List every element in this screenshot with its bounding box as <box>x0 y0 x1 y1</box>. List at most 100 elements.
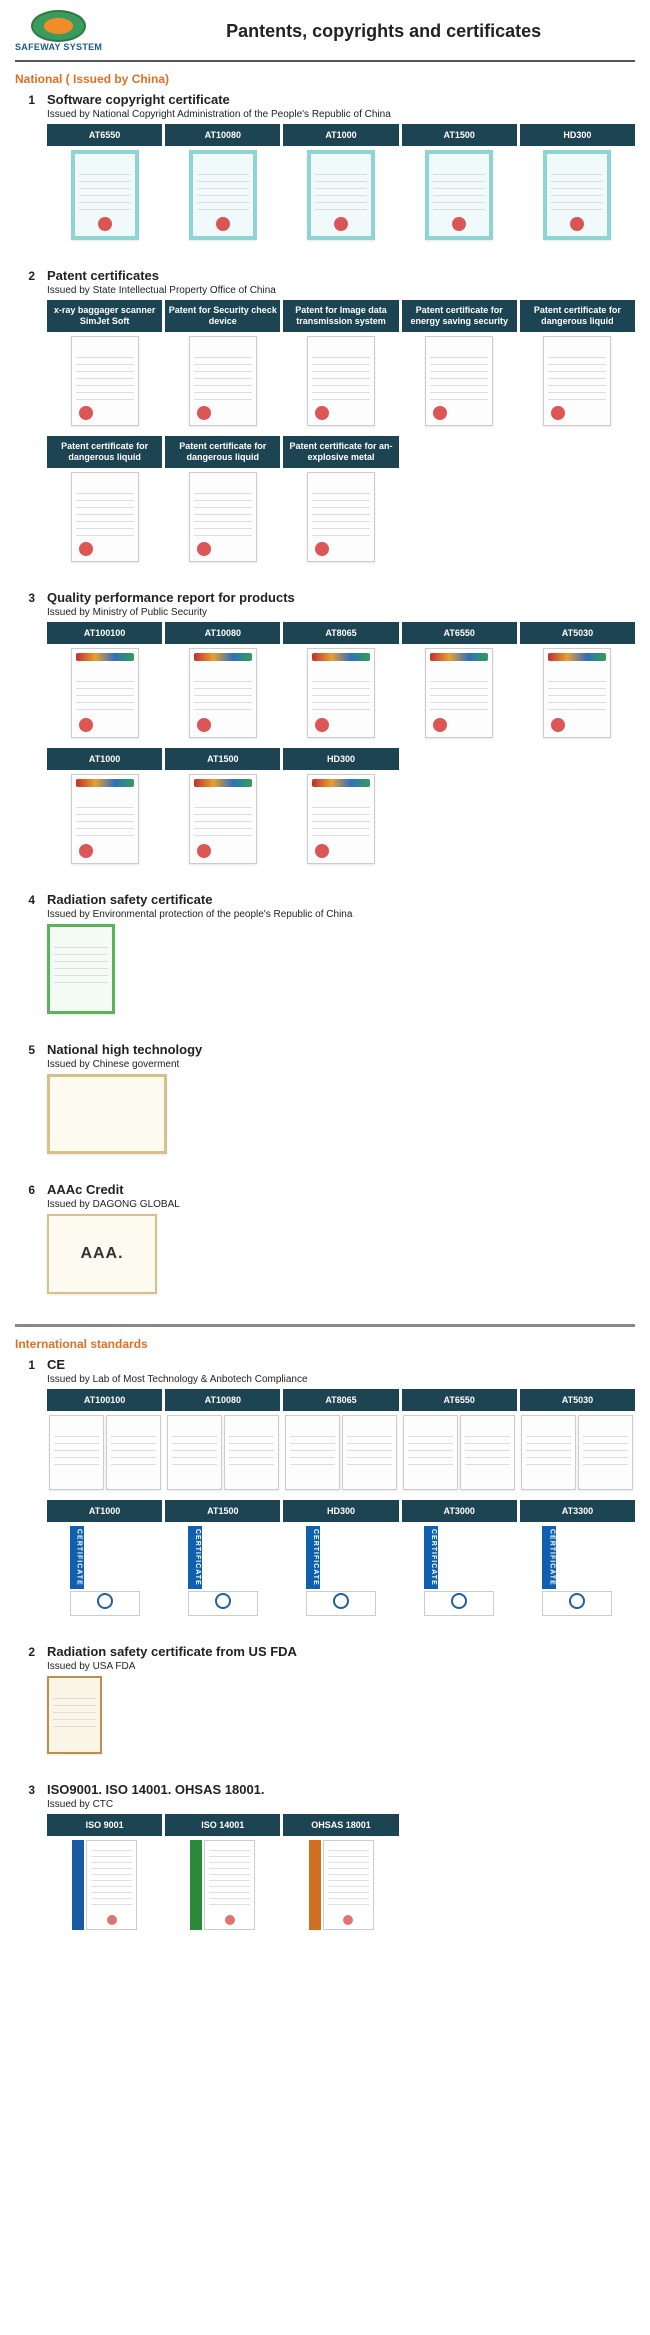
item-number: 3 <box>15 1783 35 1797</box>
item-subtitle: Issued by Chinese goverment <box>47 1059 635 1070</box>
cert-row: CERTIFICATE CERTIFICATE CERTIFICATE CERTIFI… <box>47 1526 635 1616</box>
certificate-icon <box>47 924 115 1014</box>
item-title: ISO9001. ISO 14001. OHSAS 18001. <box>47 1782 635 1797</box>
label-row: x-ray baggager scanner SimJet SoftPatent… <box>47 300 635 332</box>
label-cell: AT8065 <box>283 1389 398 1411</box>
item-subtitle: Issued by Lab of Most Technology & Anbot… <box>47 1374 635 1385</box>
label-cell: AT1000 <box>47 1500 162 1522</box>
certificate-icon <box>543 648 611 738</box>
label-cell: AT100100 <box>47 1389 162 1411</box>
label-cell: AT5030 <box>520 1389 635 1411</box>
certificate-icon <box>307 774 375 864</box>
certificate-icon <box>425 648 493 738</box>
label-row: AT100100AT10080AT8065AT6550AT5030 <box>47 1389 635 1411</box>
label-cell: AT10080 <box>165 622 280 644</box>
label-cell: Patent for Security check device <box>165 300 280 332</box>
item-number: 2 <box>15 1645 35 1659</box>
certificate-icon: CERTIFICATE <box>542 1526 612 1616</box>
label-cell: Patent certificate for dangerous liquid <box>165 436 280 468</box>
item-title: CE <box>47 1357 635 1372</box>
certificate-icon: CERTIFICATE <box>188 1526 258 1616</box>
section-heading-national: National ( Issued by China) <box>15 72 635 86</box>
certificate-icon <box>403 1415 515 1490</box>
certificate-icon <box>425 336 493 426</box>
item: 3 ISO9001. ISO 14001. OHSAS 18001. Issued … <box>15 1782 635 1940</box>
header: SAFEWAY SYSTEM Pantents, copyrights and … <box>15 10 635 62</box>
certificate-icon <box>189 472 257 562</box>
certificate-icon <box>189 774 257 864</box>
label-cell: AT1000 <box>283 124 398 146</box>
item: 2Patent certificatesIssued by State Inte… <box>15 268 635 572</box>
certificate-icon <box>309 1840 374 1930</box>
item-number: 1 <box>15 93 35 107</box>
label-cell: AT100100 <box>47 622 162 644</box>
label-cell: AT8065 <box>283 622 398 644</box>
label-row: AT1000AT1500HD300 <box>47 748 635 770</box>
certificate-icon <box>189 336 257 426</box>
certificate-icon <box>71 774 139 864</box>
item-number: 2 <box>15 269 35 283</box>
item-subtitle: Issued by DAGONG GLOBAL <box>47 1199 635 1210</box>
label-cell: Patent certificate for energy saving sec… <box>402 300 517 332</box>
cert-row <box>47 1074 635 1154</box>
cert-row <box>47 336 635 426</box>
label-cell: AT1500 <box>165 1500 280 1522</box>
label-cell: AT10080 <box>165 124 280 146</box>
certificate-icon <box>543 150 611 240</box>
cert-row <box>47 774 635 864</box>
label-cell: AT10080 <box>165 1389 280 1411</box>
label-cell: AT1500 <box>402 124 517 146</box>
certificate-icon <box>189 150 257 240</box>
label-cell: Patent certificate for an-explosive meta… <box>283 436 398 468</box>
item-number: 1 <box>15 1358 35 1372</box>
label-cell: Patent certificate for dangerous liquid <box>520 300 635 332</box>
item: 2Radiation safety certificate from US FD… <box>15 1644 635 1764</box>
certificate-icon <box>285 1415 397 1490</box>
item-number: 4 <box>15 893 35 907</box>
label-row: Patent certificate for dangerous liquidP… <box>47 436 635 468</box>
label-cell: AT3300 <box>520 1500 635 1522</box>
label-cell: AT3000 <box>402 1500 517 1522</box>
logo: SAFEWAY SYSTEM <box>15 10 102 52</box>
cert-row <box>47 924 635 1014</box>
item-subtitle: Issued by Environmental protection of th… <box>47 909 635 920</box>
label-cell: HD300 <box>520 124 635 146</box>
item-subtitle: Issued by National Copyright Administrat… <box>47 109 635 120</box>
label-cell: AT1000 <box>47 748 162 770</box>
divider <box>15 1324 635 1327</box>
item-subtitle: Issued by CTC <box>47 1799 635 1810</box>
logo-text: SAFEWAY SYSTEM <box>15 42 102 52</box>
label-cell: AT6550 <box>47 124 162 146</box>
item-title: Quality performance report for products <box>47 590 635 605</box>
certificate-icon <box>71 336 139 426</box>
certificate-icon: CERTIFICATE <box>70 1526 140 1616</box>
item-title: AAAc Credit <box>47 1182 635 1197</box>
item: 6 AAAc Credit Issued by DAGONG GLOBAL AAA. <box>15 1182 635 1304</box>
certificate-icon <box>47 1074 167 1154</box>
certificate-icon <box>307 472 375 562</box>
page-title: Pantents, copyrights and certificates <box>132 21 635 42</box>
item-title: Radiation safety certificate <box>47 892 635 907</box>
item-subtitle: Issued by Ministry of Public Security <box>47 607 635 618</box>
certificate-icon <box>307 648 375 738</box>
item-number: 3 <box>15 591 35 605</box>
label-cell: AT6550 <box>402 1389 517 1411</box>
cert-row <box>47 1415 635 1490</box>
certificate-icon: CERTIFICATE <box>306 1526 376 1616</box>
cert-row <box>47 1676 635 1754</box>
label-cell: AT1500 <box>165 748 280 770</box>
item-subtitle: Issued by State Intellectual Property Of… <box>47 285 635 296</box>
certificate-icon <box>543 336 611 426</box>
item: 1 CE Issued by Lab of Most Technology & An… <box>15 1357 635 1626</box>
cert-row: AAA. <box>47 1214 635 1294</box>
certificate-icon <box>307 336 375 426</box>
certificate-icon <box>72 1840 137 1930</box>
globe-icon <box>31 10 86 42</box>
certificate-icon <box>71 472 139 562</box>
certificate-icon <box>49 1415 161 1490</box>
label-cell: HD300 <box>283 748 398 770</box>
item-number: 6 <box>15 1183 35 1197</box>
item: 3 Quality performance report for products… <box>15 590 635 874</box>
certificate-icon <box>521 1415 633 1490</box>
item-title: National high technology <box>47 1042 635 1057</box>
